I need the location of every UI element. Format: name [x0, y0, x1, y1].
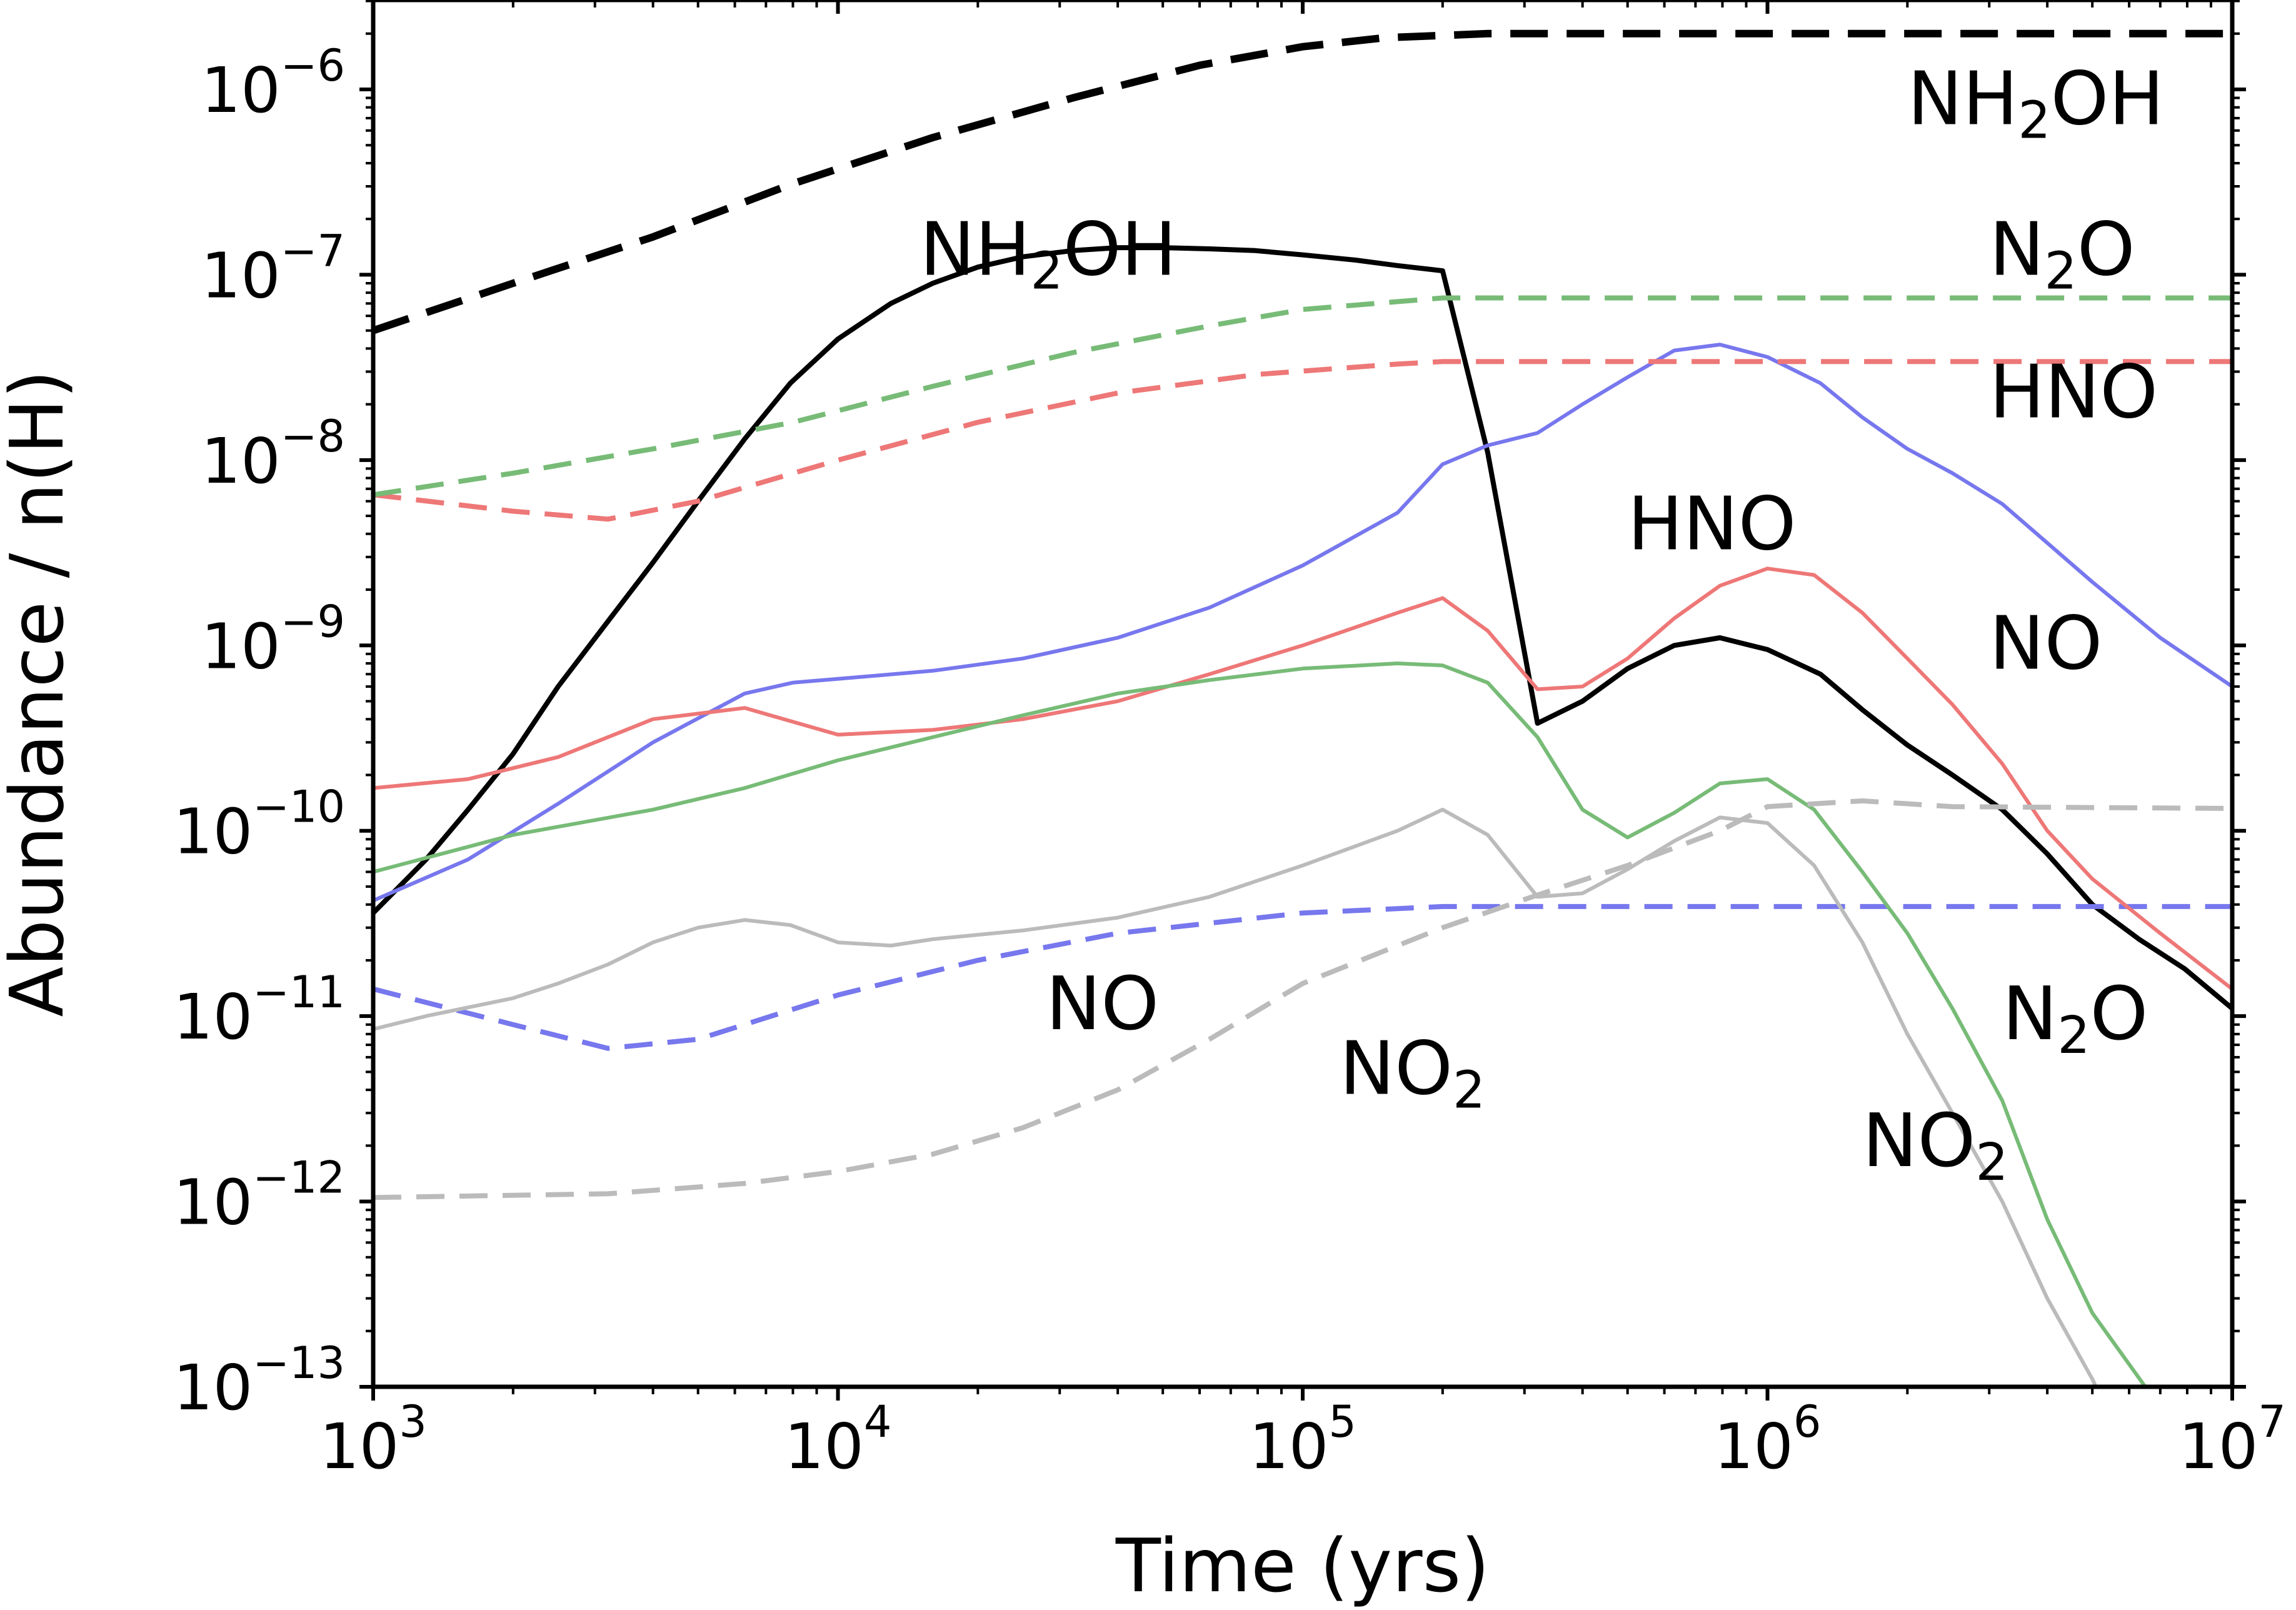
- species-annotation: NO2: [1862, 1097, 2008, 1192]
- x-tick-label: 107: [2178, 1396, 2286, 1483]
- y-tick-label: 10−10: [173, 782, 345, 868]
- y-tick-label: 10−12: [173, 1152, 345, 1239]
- species-annotation: NH2OH: [920, 206, 1176, 301]
- x-tick-label: 106: [1714, 1396, 1822, 1483]
- species-annotation: HNO: [1989, 349, 2158, 435]
- x-tick-label: 103: [319, 1396, 427, 1483]
- x-tick-label: 105: [1249, 1396, 1356, 1483]
- series-line-no-ice: [373, 903, 2232, 1051]
- series-line-n2o-ice: [373, 295, 2232, 498]
- y-tick-label: 10−7: [201, 225, 345, 312]
- species-annotation: NO: [1046, 960, 1159, 1047]
- y-tick-label: 10−6: [201, 40, 345, 127]
- y-tick-label: 10−9: [201, 596, 345, 683]
- series-line-nh2oh-gas: [373, 245, 2232, 1010]
- series-line-no2-gas: [373, 807, 2098, 1387]
- tick-layer: 103 104 105 106 107 10−13 10−12 10−11 10−10 10−9 1…: [173, 0, 2286, 1483]
- y-tick-label: 10−8: [201, 411, 345, 498]
- series-layer: [373, 29, 2232, 1387]
- series-line-no2-ice: [373, 798, 2232, 1200]
- x-tick-label: 104: [785, 1396, 892, 1483]
- species-annotation: NH2OH: [1907, 55, 2164, 150]
- series-line-hno-gas: [373, 566, 2232, 991]
- x-axis-label: Time (yrs): [1115, 1522, 1490, 1609]
- annotation-layer: NH2OH N2O HNO NO NH2OH HNO NO NO2 N2O NO2: [920, 55, 2164, 1192]
- y-axis-label: Abundance / n(H): [0, 370, 80, 1017]
- series-line-no-gas: [373, 343, 2232, 903]
- y-tick-label: 10−13: [173, 1337, 345, 1424]
- species-annotation: HNO: [1628, 481, 1797, 567]
- species-annotation: NO: [1989, 600, 2102, 686]
- series-line-hno-ice: [373, 359, 2232, 522]
- y-tick-label: 10−11: [173, 967, 345, 1054]
- series-line-nh2oh-ice: [373, 29, 2232, 335]
- species-annotation: N2O: [1989, 206, 2135, 301]
- series-line-n2o-gas: [373, 662, 2147, 1387]
- species-annotation: NO2: [1340, 1025, 1485, 1120]
- species-annotation: N2O: [2002, 970, 2148, 1065]
